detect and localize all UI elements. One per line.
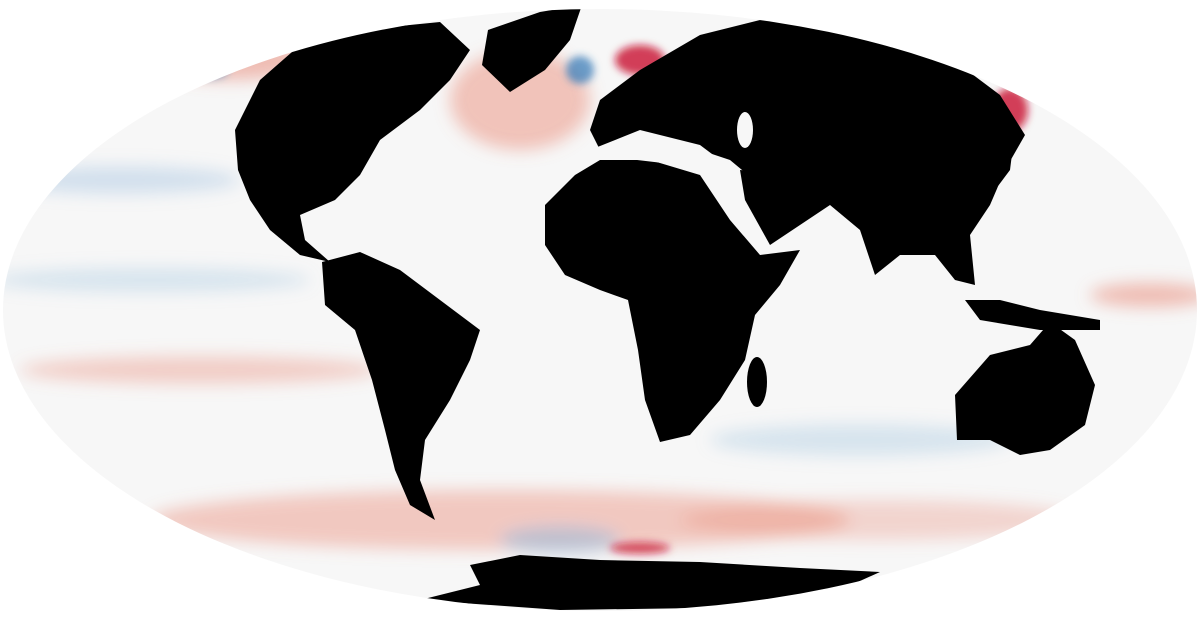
japan — [995, 130, 1015, 190]
south-america — [322, 252, 480, 520]
warm-band-south-pacific — [20, 356, 380, 384]
antarctica — [420, 555, 880, 610]
anomaly-patches — [3, 40, 1197, 554]
strong-cool-bering — [192, 62, 228, 78]
warm-west-pacific — [1090, 283, 1197, 307]
africa — [545, 160, 800, 442]
cool-band-south-indian — [710, 424, 1010, 456]
caspian-sea — [737, 112, 753, 148]
indonesia — [965, 300, 1100, 330]
warm-band-southern-ocean — [150, 490, 850, 550]
land — [235, 9, 1100, 610]
madagascar — [747, 357, 767, 407]
strong-cool-labrador — [566, 56, 594, 84]
arabian-peninsula — [740, 170, 830, 245]
north-america — [235, 22, 470, 262]
warm-band-southern-ocean-east — [680, 500, 1080, 540]
greenland — [482, 9, 582, 92]
mediterranean-sea — [590, 130, 720, 165]
cool-south-atlantic — [500, 526, 620, 554]
cool-band-north-pacific — [3, 166, 240, 194]
cool-band-equatorial-pacific — [3, 268, 310, 292]
eurasia — [590, 18, 1025, 285]
strong-warm-drake — [610, 542, 670, 554]
australia — [955, 322, 1095, 455]
warm-north-atlantic — [450, 50, 590, 150]
